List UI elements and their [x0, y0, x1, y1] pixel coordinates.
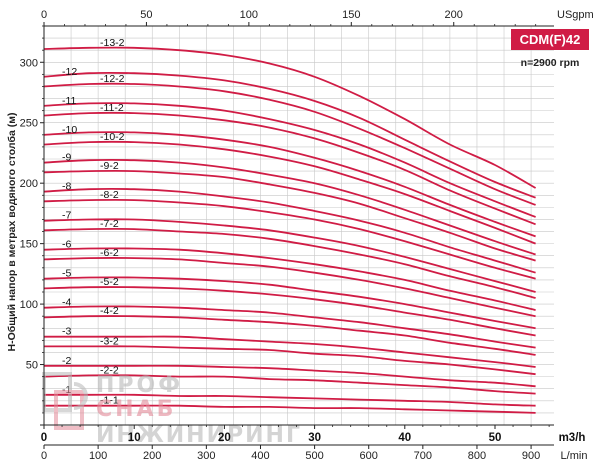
series-label: -8-2 [100, 189, 119, 201]
series-label: -7 [62, 210, 71, 222]
series-label: -4 [62, 297, 71, 309]
series-line [43, 169, 536, 262]
series-line [43, 46, 537, 189]
series-line [44, 345, 536, 376]
lmin-tick-label: 200 [143, 450, 161, 462]
x-unit-mid: m3/h [559, 432, 586, 444]
series-label: -12 [62, 66, 77, 78]
series-label: -2-2 [100, 364, 119, 376]
y-tick-label: 150 [20, 239, 38, 251]
lmin-tick-label: 300 [197, 450, 215, 462]
top-tick-label: 100 [240, 9, 258, 21]
series-label: -3-2 [100, 335, 119, 347]
y-tick-label: 250 [20, 118, 38, 130]
y-tick-label: 300 [20, 57, 38, 69]
watermark-line1: ПРОФ [96, 373, 183, 398]
series-line [44, 335, 536, 368]
series-line [43, 315, 536, 356]
series-label: -10-2 [100, 131, 125, 143]
series-line [43, 102, 536, 218]
m3h-tick-label: 10 [128, 432, 141, 444]
watermark: ПРОФ СНАБ ИНЖИНИРИНГ [42, 372, 302, 448]
series-line [44, 393, 536, 407]
series-label: -13-2 [100, 37, 125, 49]
lmin-tick-label: 400 [251, 450, 269, 462]
top-tick-label: 0 [41, 9, 47, 21]
y-tick-label: 100 [20, 299, 38, 311]
series-line [43, 71, 536, 199]
series-line [43, 140, 536, 245]
lmin-tick-label: 0 [41, 450, 47, 462]
x-unit-bottom: L/min [561, 450, 588, 462]
series-line [43, 188, 536, 274]
y-axis-label: H-Общий напор в метрах водяного столба (… [6, 113, 18, 352]
series-line [43, 276, 536, 330]
watermark-line2: СНАБ [96, 397, 176, 422]
series-line [43, 257, 536, 318]
series-label: -11 [62, 95, 77, 107]
series-label: -4-2 [100, 305, 119, 317]
curve-layer [43, 46, 537, 414]
series-line [43, 247, 536, 311]
m3h-tick-label: 20 [218, 432, 231, 444]
series-label: -10 [62, 124, 77, 136]
grid-layer [44, 25, 554, 425]
watermark-line3: ИНЖИНИРИНГ [96, 423, 302, 448]
series-line [43, 159, 536, 256]
chart-title: CDM(F)42 [520, 32, 581, 47]
series-label: -5 [62, 268, 71, 280]
y-tick-label: 200 [20, 178, 38, 190]
axes-layer: 50 100 150 200 250 300 0 50 100 150 200 0 10 20 30 40 50… [20, 9, 554, 462]
series-line [43, 374, 536, 395]
series-label: -1-1 [100, 395, 119, 407]
lmin-tick-label: 600 [360, 450, 378, 462]
series-label: -12-2 [100, 73, 125, 85]
series-label: -2 [62, 355, 71, 367]
lmin-tick-label: 100 [89, 450, 107, 462]
series-line [43, 111, 536, 226]
x-unit-top: USgpm [557, 9, 594, 21]
top-tick-label: 50 [140, 9, 152, 21]
title-box: CDM(F)42 n=2900 rpm [511, 29, 589, 69]
series-label: -6-2 [100, 247, 119, 259]
series-line [44, 404, 536, 414]
lmin-tick-label: 900 [522, 450, 540, 462]
series-line [43, 286, 536, 337]
series-line [43, 198, 536, 280]
series-label: -9 [62, 152, 71, 164]
y-tick-label: 50 [26, 360, 38, 372]
series-line [43, 305, 536, 349]
lmin-tick-label: 500 [305, 450, 323, 462]
m3h-tick-label: 40 [398, 432, 411, 444]
series-label: -3 [62, 326, 71, 338]
lmin-tick-label: 800 [468, 450, 486, 462]
series-label: -5-2 [100, 276, 119, 288]
series-label: -11-2 [100, 102, 124, 114]
top-tick-label: 200 [445, 9, 463, 21]
series-line [43, 82, 536, 206]
series-line [43, 227, 536, 299]
series-label: -6 [62, 239, 71, 251]
series-line [43, 131, 536, 238]
chart-subtitle: n=2900 rpm [521, 57, 580, 69]
curve-label-layer: -13-2 -12 -12-2 -11 -11-2 -10 -10-2 -9 -9-2 -8 -8-… [62, 37, 125, 407]
m3h-tick-label: 30 [308, 432, 321, 444]
top-tick-label: 150 [342, 9, 360, 21]
series-label: -7-2 [100, 218, 119, 230]
series-label: -1 [62, 384, 71, 396]
m3h-tick-label: 0 [41, 432, 47, 444]
lmin-tick-label: 700 [414, 450, 432, 462]
series-line [43, 218, 536, 293]
series-label: -8 [62, 181, 71, 193]
series-label: -9-2 [100, 160, 119, 172]
series-line [44, 364, 536, 388]
m3h-tick-label: 50 [489, 432, 502, 444]
